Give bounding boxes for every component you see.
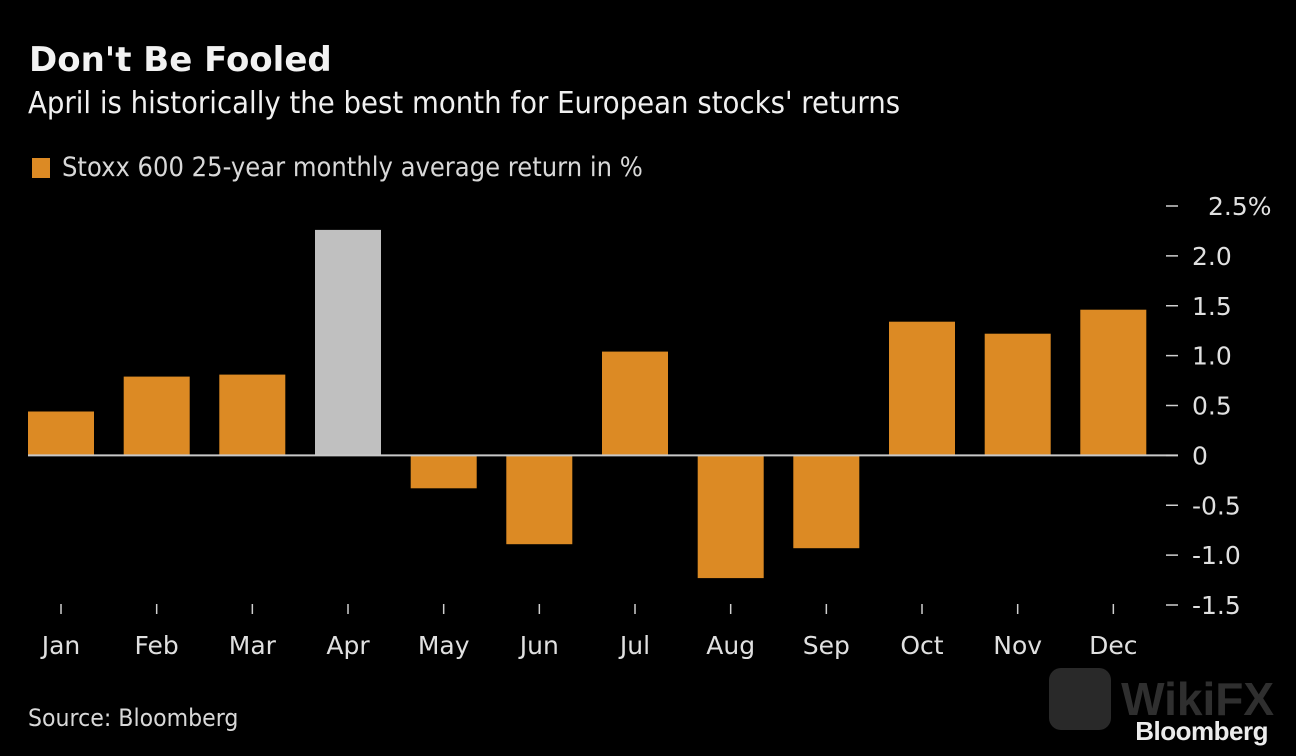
x-tick-label-feb: Feb bbox=[135, 631, 179, 660]
wikifx-logo-icon bbox=[1049, 668, 1112, 730]
bar-jun bbox=[506, 455, 573, 545]
bar-nov bbox=[984, 333, 1051, 456]
chart-subtitle: April is historically the best month for… bbox=[28, 86, 901, 121]
x-tick-label-dec: Dec bbox=[1089, 631, 1137, 660]
bar-dec bbox=[1080, 309, 1147, 456]
x-tick-label-jan: Jan bbox=[40, 631, 81, 660]
bar-jul bbox=[602, 351, 668, 456]
x-tick-label-sep: Sep bbox=[803, 631, 850, 660]
y-tick-label: 1.0 bbox=[1192, 342, 1232, 371]
legend-swatch bbox=[32, 157, 50, 178]
x-tick-label-oct: Oct bbox=[900, 631, 943, 660]
legend-label: Stoxx 600 25-year monthly average return… bbox=[62, 152, 643, 183]
y-tick-label: 0.5 bbox=[1192, 392, 1232, 421]
bar-oct bbox=[889, 321, 955, 456]
bar-sep bbox=[793, 455, 860, 549]
x-tick-label-apr: Apr bbox=[326, 631, 370, 660]
wikifx-watermark-text: WikiFX bbox=[1121, 673, 1274, 725]
y-tick-label: 2.0 bbox=[1192, 242, 1232, 271]
bar-jan bbox=[28, 411, 94, 456]
source-note: Source: Bloomberg bbox=[28, 704, 239, 732]
x-tick-label-jun: Jun bbox=[518, 631, 559, 660]
x-tick-label-jul: Jul bbox=[618, 631, 650, 660]
bar-may bbox=[410, 455, 477, 489]
y-tick-label: 2.5% bbox=[1208, 192, 1272, 221]
x-tick-label-aug: Aug bbox=[706, 631, 755, 660]
bar-apr bbox=[315, 229, 381, 456]
y-tick-label: -1.5 bbox=[1192, 591, 1241, 620]
x-tick-label-may: May bbox=[418, 631, 470, 660]
y-tick-label: -0.5 bbox=[1192, 491, 1241, 520]
x-tick-label-nov: Nov bbox=[993, 631, 1042, 660]
y-tick-label: 0 bbox=[1192, 441, 1208, 470]
bloomberg-logo: Bloomberg bbox=[1135, 716, 1268, 746]
bar-aug bbox=[697, 455, 764, 579]
y-tick-label: 1.5 bbox=[1192, 292, 1232, 321]
bar-mar bbox=[219, 374, 286, 456]
y-tick-label: -1.0 bbox=[1192, 541, 1241, 570]
chart-title: Don't Be Fooled bbox=[29, 40, 332, 80]
x-tick-label-mar: Mar bbox=[229, 631, 277, 660]
legend: Stoxx 600 25-year monthly average return… bbox=[32, 152, 707, 183]
bar-feb bbox=[123, 376, 190, 456]
wikifx-watermark: WikiFX bbox=[1049, 668, 1274, 730]
